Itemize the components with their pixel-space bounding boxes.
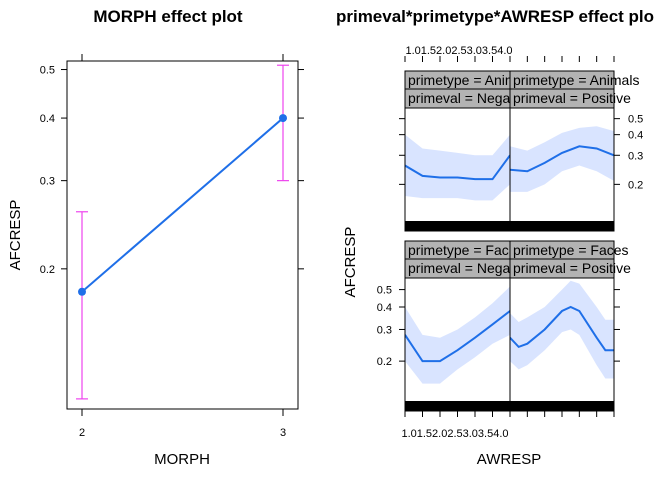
panel-rug: [405, 401, 510, 411]
panel-strip-primeval-label: primeval = Positive: [513, 260, 631, 276]
panel-ytick-label: 0.3: [628, 150, 643, 162]
panel-rug: [510, 401, 614, 411]
panel-fit-line: [405, 310, 510, 363]
panel-strip-primetype-label: primetype = Fac: [408, 242, 509, 258]
panel-ytick-label: 0.2: [377, 356, 392, 368]
morph-ytick-label: 0.4: [40, 113, 55, 125]
morph-xtick-label: 2: [79, 427, 85, 439]
panel-ytick-label: 0.5: [628, 114, 643, 126]
morph-point: [78, 287, 86, 296]
interaction-plot-top-xticks: 1.01.52.02.53.03.54.0: [405, 45, 512, 57]
panel-strip-primetype-label: primetype = Faces: [513, 242, 629, 258]
panel-confidence-band: [405, 286, 510, 384]
morph-ytick-label: 0.5: [40, 65, 55, 77]
morph-effect-line: [81, 117, 284, 293]
interaction-plot-panels: primetype = Anim primeval = Negat primetyp…: [377, 56, 643, 417]
interaction-plot-bottom-xticks: 1.01.52.02.53.03.54.0: [401, 428, 508, 440]
panel-confidence-band: [510, 126, 614, 192]
panel-ytick-label: 0.5: [377, 285, 392, 297]
interaction-plot-ylabel: AFCRESP: [342, 227, 359, 298]
panel-ytick-label: 0.4: [377, 302, 392, 314]
panel-strip-primeval-label: primeval = Negat: [408, 90, 514, 106]
morph-plot-frame: [66, 60, 299, 410]
panel-rug: [510, 221, 614, 231]
panel-frame: [509, 107, 615, 232]
interaction-plot-title: primeval*primetype*AWRESP effect plo: [336, 7, 654, 26]
panel-fit-line: [405, 154, 510, 181]
morph-ytick-label: 0.2: [40, 264, 55, 276]
panel-fit-line: [510, 305, 614, 352]
panel-fit-line: [510, 145, 614, 173]
morph-point: [279, 114, 287, 123]
morph-xtick-label: 3: [280, 427, 286, 439]
panel-strip-primeval-label: primeval = Positive: [513, 90, 631, 106]
morph-plot-xlabel: MORPH: [154, 451, 210, 468]
panel-rug: [405, 221, 510, 231]
morph-plot-ylabel: AFCRESP: [7, 200, 24, 271]
panel-strip-primeval-label: primeval = Negat: [408, 260, 514, 276]
interaction-plot-xlabel: AWRESP: [477, 451, 541, 468]
panel-confidence-band: [510, 280, 614, 379]
panel-strip-primetype-label: primetype = Anim: [408, 72, 517, 88]
panel-confidence-band: [405, 134, 510, 201]
panel-strip-primetype-label: primetype = Animals: [513, 72, 639, 88]
panel-ytick-label: 0.4: [628, 130, 643, 142]
panel-ytick-label: 0.3: [377, 324, 392, 336]
morph-plot-title: MORPH effect plot: [93, 7, 243, 26]
panel-ytick-label: 0.2: [628, 179, 643, 191]
morph-plot-marks: 0.2 0.3 0.4 0.5 2 3: [40, 54, 304, 439]
morph-ytick-label: 0.3: [40, 176, 55, 188]
